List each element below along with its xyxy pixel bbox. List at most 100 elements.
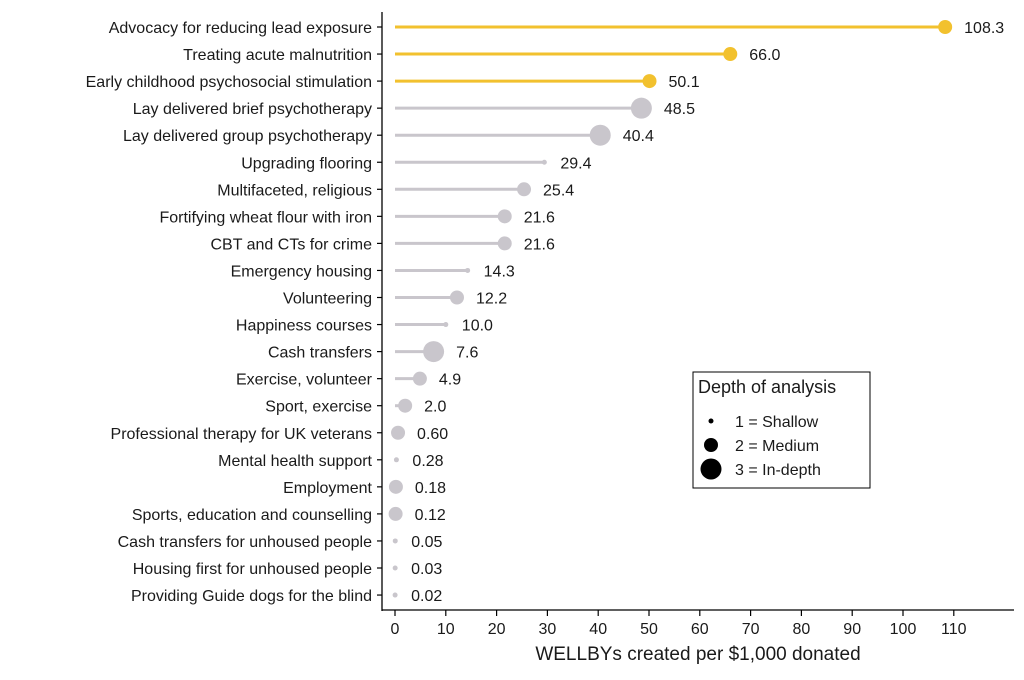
category-label: Advocacy for reducing lead exposure [109, 20, 372, 37]
category-label: Multifaceted, religious [217, 182, 372, 199]
legend-box [692, 371, 871, 489]
lollipop-row: Fortifying wheat flour with iron 21.6 [159, 209, 555, 226]
lollipop-dot [392, 538, 398, 544]
x-tick-label: 60 [691, 621, 709, 638]
category-label: Mental health support [218, 453, 372, 470]
x-tick-label: 40 [589, 621, 607, 638]
lollipop-dot [388, 506, 403, 521]
value-label: 0.12 [415, 507, 446, 524]
legend-dot [708, 418, 714, 424]
value-label: 0.05 [411, 534, 442, 551]
plot-marks: Advocacy for reducing lead exposure 108.3… [86, 20, 1004, 605]
category-label: Treating acute malnutrition [183, 47, 372, 64]
lollipop-dot [517, 182, 532, 197]
lollipop-row: Professional therapy for UK veterans 0.60 [111, 425, 448, 443]
legend-items: 1 = Shallow 2 = Medium 3 = In-depth [700, 414, 821, 480]
value-label: 10.0 [462, 318, 493, 335]
lollipop-row: Advocacy for reducing lead exposure 108.3 [109, 20, 1004, 37]
category-label: Emergency housing [231, 263, 372, 280]
value-label: 4.9 [439, 372, 461, 389]
value-label: 0.02 [411, 588, 442, 605]
lollipop-dot [392, 565, 398, 571]
value-label: 25.4 [543, 182, 574, 199]
legend-dot [700, 458, 722, 480]
lollipop-dot [465, 267, 471, 273]
category-label: Sport, exercise [265, 399, 372, 416]
x-tick-label: 50 [640, 621, 658, 638]
value-label: 2.0 [424, 399, 446, 416]
lollipop-dot [589, 124, 611, 146]
lollipop-row: Upgrading flooring 29.4 [241, 155, 591, 172]
value-label: 14.3 [484, 263, 515, 280]
lollipop-dot [391, 425, 406, 440]
legend-label: 1 = Shallow [735, 414, 819, 431]
legend: Depth of analysis 1 = Shallow 2 = Medium 3… [692, 371, 871, 489]
x-axis-label: WELLBYs created per $1,000 donated [535, 644, 860, 665]
lollipop-dot [393, 457, 399, 463]
x-tick-label: 30 [539, 621, 557, 638]
value-label: 108.3 [964, 20, 1004, 37]
category-label: Providing Guide dogs for the blind [131, 588, 372, 605]
lollipop-row: Housing first for unhoused people 0.03 [133, 561, 443, 578]
legend-label: 2 = Medium [735, 438, 819, 455]
category-label: CBT and CTs for crime [210, 236, 372, 253]
lollipop-dot [723, 47, 738, 62]
legend-label: 3 = In-depth [735, 462, 821, 479]
value-label: 0.03 [411, 561, 442, 578]
value-label: 21.6 [524, 236, 555, 253]
x-tick-label: 100 [890, 621, 917, 638]
lollipop-row: Emergency housing 14.3 [231, 263, 515, 280]
x-tick-label: 20 [488, 621, 506, 638]
category-label: Cash transfers [268, 345, 372, 362]
lollipop-row: Early childhood psychosocial stimulation… [86, 74, 700, 91]
value-label: 50.1 [669, 74, 700, 91]
legend-title: Depth of analysis [698, 377, 836, 397]
lollipop-row: Providing Guide dogs for the blind 0.02 [131, 588, 442, 605]
lollipop-row: Volunteering 12.2 [283, 290, 507, 308]
lollipop-row: Lay delivered brief psychotherapy 48.5 [133, 97, 695, 119]
lollipop-row: Sport, exercise 2.0 [265, 398, 447, 416]
category-label: Professional therapy for UK veterans [111, 426, 372, 443]
x-tick-label: 80 [793, 621, 811, 638]
x-tick-label: 110 [941, 621, 967, 638]
lollipop-dot [423, 341, 445, 363]
lollipop-row: Cash transfers for unhoused people 0.05 [118, 534, 443, 551]
lollipop-row: Mental health support 0.28 [218, 453, 444, 470]
category-label: Early childhood psychosocial stimulation [86, 74, 372, 91]
value-label: 40.4 [623, 128, 654, 145]
lollipop-dot [541, 159, 547, 165]
lollipop-row: Cash transfers 7.6 [268, 341, 478, 363]
value-label: 0.60 [417, 426, 448, 443]
lollipop-dot [642, 74, 657, 89]
category-label: Exercise, volunteer [236, 372, 373, 389]
lollipop-row: Exercise, volunteer 4.9 [236, 371, 461, 389]
lollipop-dot [443, 322, 449, 328]
lollipop-dot [388, 479, 403, 494]
value-label: 48.5 [664, 101, 695, 118]
category-label: Sports, education and counselling [132, 507, 372, 524]
value-label: 0.28 [412, 453, 443, 470]
lollipop-dot [392, 592, 398, 598]
lollipop-row: CBT and CTs for crime 21.6 [210, 236, 555, 253]
category-label: Lay delivered brief psychotherapy [133, 101, 372, 118]
lollipop-row: Multifaceted, religious 25.4 [217, 182, 574, 199]
lollipop-dot [412, 371, 427, 386]
category-label: Upgrading flooring [241, 155, 372, 172]
lollipop-dot [398, 398, 413, 413]
value-label: 21.6 [524, 209, 555, 226]
legend-dot [704, 438, 718, 452]
lollipop-dot [497, 209, 512, 224]
category-label: Housing first for unhoused people [133, 561, 372, 578]
value-label: 66.0 [749, 47, 780, 64]
lollipop-row: Lay delivered group psychotherapy 40.4 [123, 124, 654, 146]
value-label: 7.6 [456, 345, 478, 362]
lollipop-row: Employment 0.18 [283, 479, 446, 497]
category-label: Lay delivered group psychotherapy [123, 128, 372, 145]
category-label: Cash transfers for unhoused people [118, 534, 372, 551]
lollipop-dot [938, 20, 953, 34]
lollipop-dot [497, 236, 512, 251]
lollipop-row: Sports, education and counselling 0.12 [132, 506, 446, 524]
x-tick-label: 10 [437, 621, 455, 638]
value-label: 29.4 [560, 155, 591, 172]
